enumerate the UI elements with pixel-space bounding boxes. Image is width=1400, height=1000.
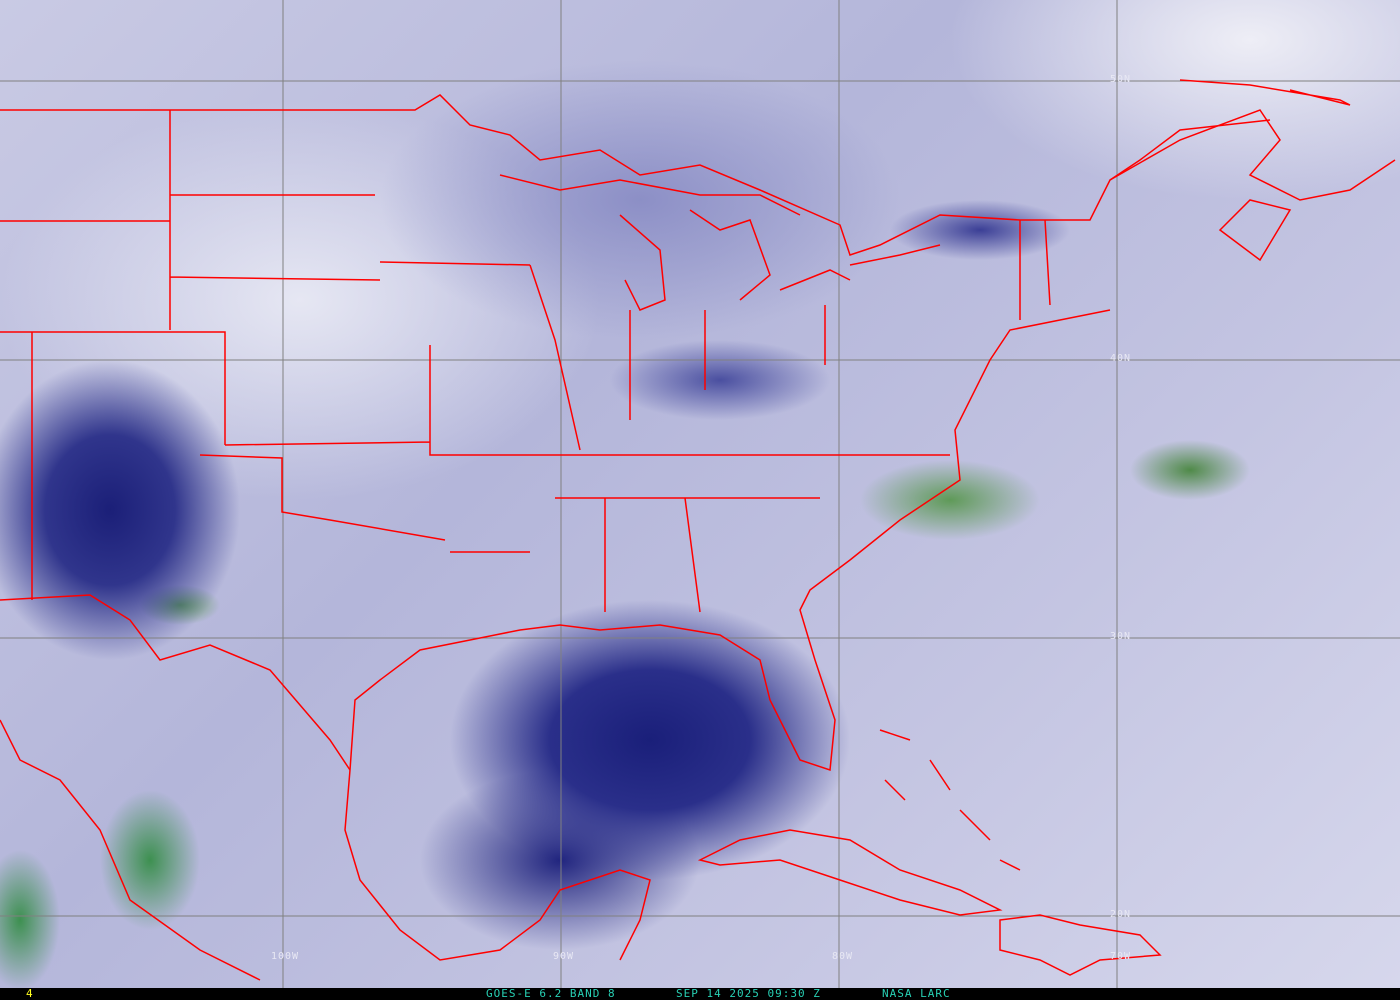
lat-label-30n: 30N (1110, 631, 1132, 642)
lon-label-80w: 80W (832, 951, 854, 962)
canada-maritimes (1109, 79, 1396, 262)
mexico-coastline (344, 769, 651, 961)
timestamp: SEP 14 2025 09:30 Z (676, 987, 821, 1000)
lat-label-50n: 50N (1110, 74, 1132, 85)
cuba-outline (697, 829, 1003, 916)
west-mexico-coast (0, 719, 261, 981)
lat-label-20n: 20N (1110, 909, 1132, 920)
frame-number: 4 (26, 987, 33, 1000)
lon-label-70w: 70W (1110, 951, 1132, 962)
info-bar: 4 GOES-E 6.2 BAND 8 SEP 14 2025 09:30 Z … (0, 987, 1400, 1000)
credit: NASA LARC (882, 987, 951, 1000)
bahamas-islands (879, 729, 1021, 871)
state-borders-west (0, 110, 560, 600)
us-mexico-border (0, 594, 351, 771)
lon-label-90w: 90W (553, 951, 575, 962)
lat-label-40n: 40N (1110, 353, 1132, 364)
great-lakes (499, 174, 941, 311)
gulf-coastline (349, 309, 1111, 772)
lon-label-100w: 100W (271, 951, 300, 962)
satellite-band: GOES-E 6.2 BAND 8 (486, 987, 616, 1000)
state-borders-east (450, 219, 1051, 613)
hispaniola-outline (999, 914, 1162, 976)
us-canada-border (0, 94, 1271, 256)
political-borders (0, 79, 1396, 981)
